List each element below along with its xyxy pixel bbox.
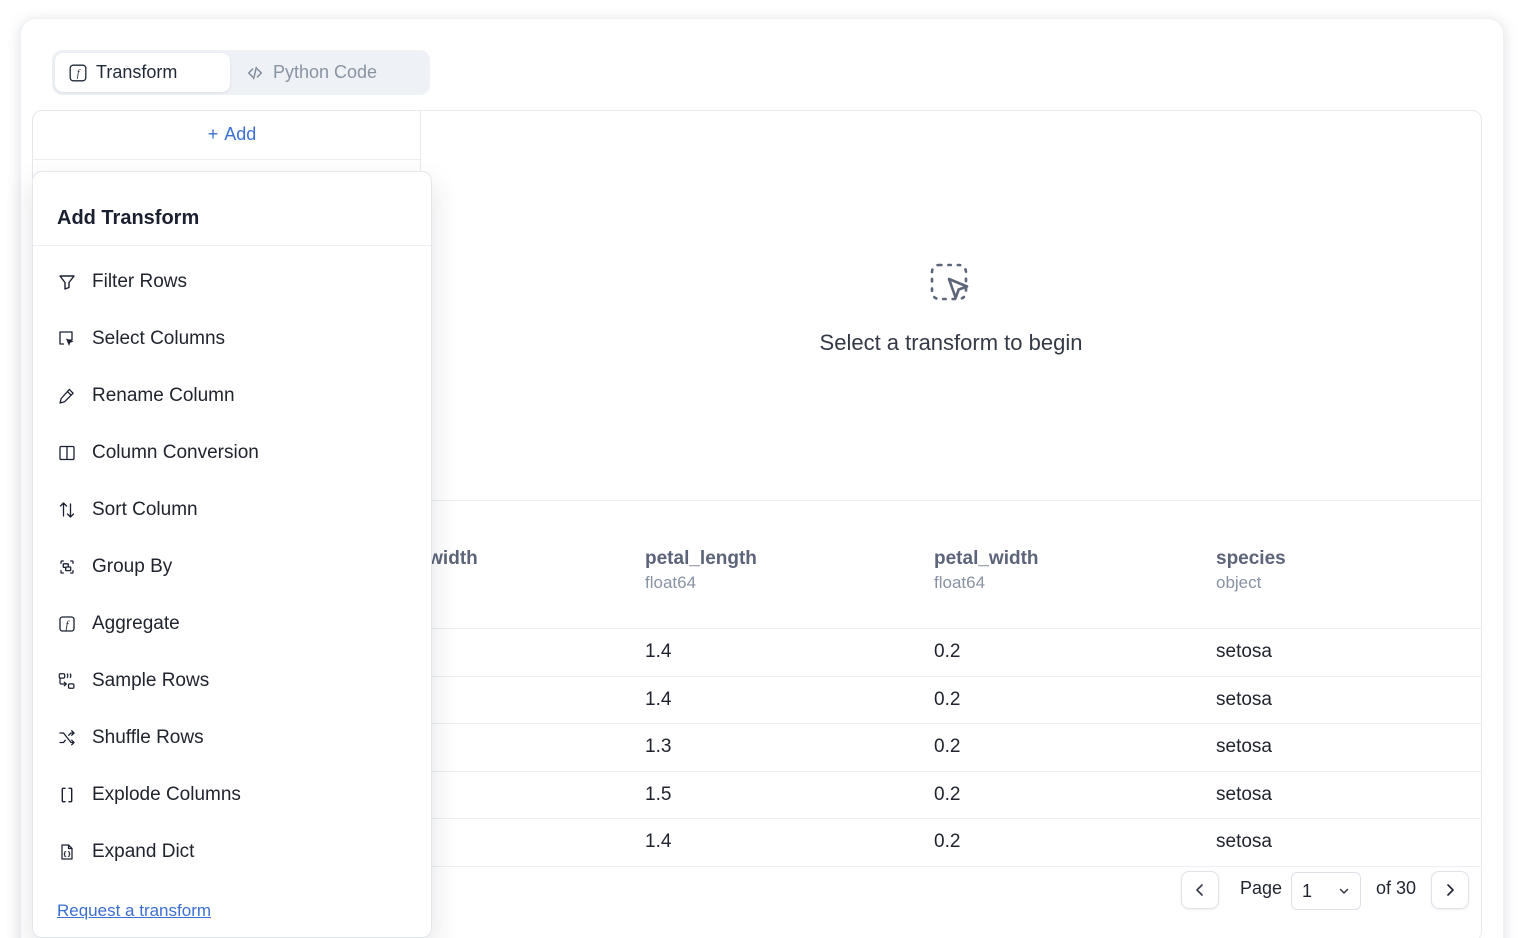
svg-text:f: f xyxy=(77,68,81,79)
svg-text:f: f xyxy=(65,619,70,631)
